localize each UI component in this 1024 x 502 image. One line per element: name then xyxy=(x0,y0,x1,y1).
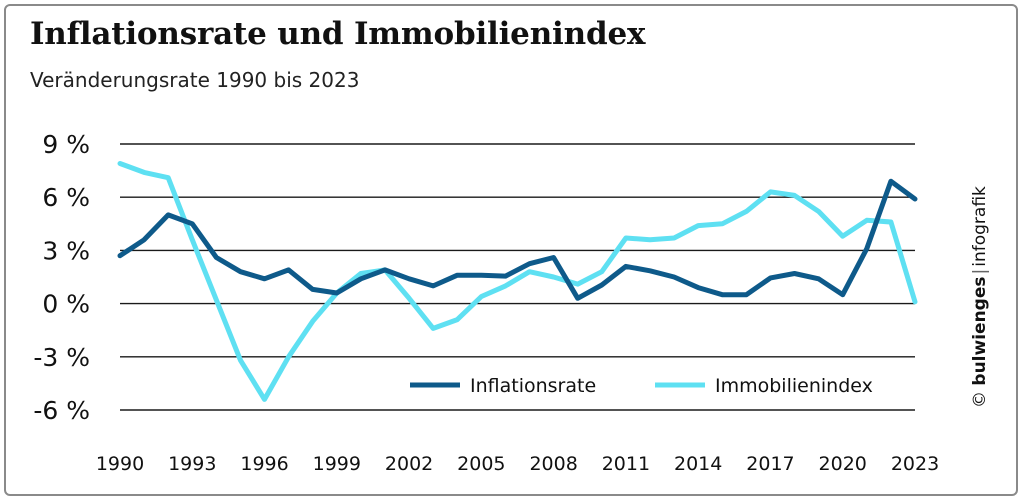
x-tick-label: 1999 xyxy=(313,453,361,475)
copyright-symbol: © xyxy=(970,391,990,408)
y-tick-label: -6 % xyxy=(33,396,90,425)
x-tick-label: 2014 xyxy=(674,453,722,475)
x-tick-label: 2020 xyxy=(819,453,867,475)
credit-label: infografik xyxy=(970,186,990,267)
x-tick-label: 2023 xyxy=(891,453,939,475)
legend-inflationsrate-label: Inflationsrate xyxy=(470,375,596,397)
x-tick-label: 1996 xyxy=(240,453,288,475)
x-tick-label: 1990 xyxy=(96,453,144,475)
legend-immobilienindex-label: Immobilienindex xyxy=(715,375,873,397)
chart-title: Inflationsrate und Immobilienindex xyxy=(30,16,646,52)
chart-subtitle: Veränderungsrate 1990 bis 2023 xyxy=(30,68,360,92)
credit-separator: | xyxy=(970,268,990,275)
x-tick-label: 1993 xyxy=(168,453,216,475)
y-tick-label: 9 % xyxy=(42,130,90,159)
series-line-inflationsrate xyxy=(117,178,918,301)
credit-brand: bulwienges xyxy=(970,276,990,386)
y-tick-label: 6 % xyxy=(42,183,90,212)
x-tick-label: 2005 xyxy=(457,453,505,475)
x-tick-label: 2008 xyxy=(529,453,577,475)
x-tick-label: 2002 xyxy=(385,453,433,475)
y-tick-label: 0 % xyxy=(42,290,90,319)
y-tick-label: -3 % xyxy=(33,343,90,372)
y-tick-label: 3 % xyxy=(42,236,90,265)
x-tick-label: 2011 xyxy=(602,453,650,475)
x-tick-label: 2017 xyxy=(746,453,794,475)
series-line-immobilienindex xyxy=(117,161,918,402)
